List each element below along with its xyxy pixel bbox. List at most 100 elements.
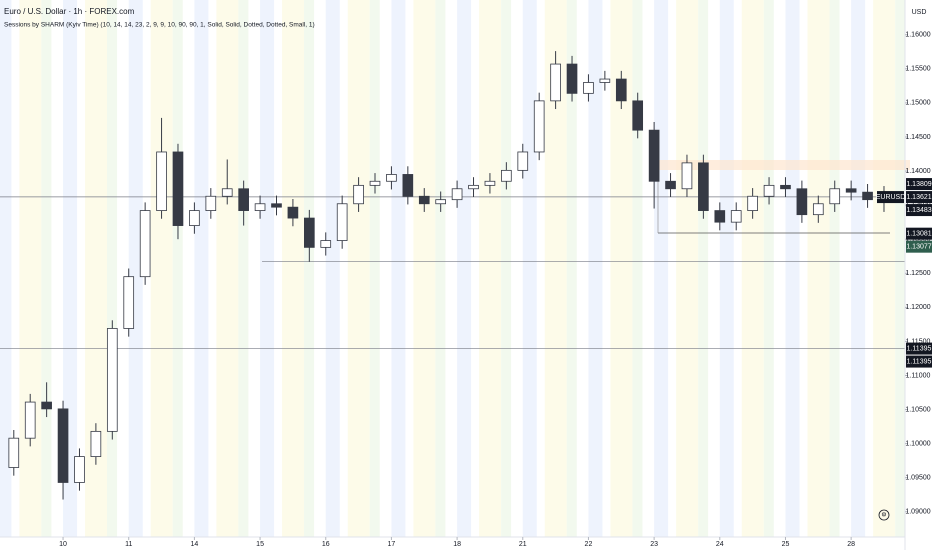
price-label-box	[906, 355, 932, 368]
session-band	[741, 0, 764, 537]
session-band	[238, 0, 249, 537]
candle-body	[681, 162, 693, 190]
session-band	[194, 0, 209, 537]
session-band	[391, 0, 406, 537]
session-band	[895, 0, 905, 537]
settings-icon[interactable]	[878, 509, 890, 521]
session-band	[522, 0, 537, 537]
candle-body	[221, 188, 233, 197]
y-tick-label: 1.15500	[905, 66, 930, 73]
candle-body	[238, 188, 249, 211]
session-band	[785, 0, 800, 537]
candle-body	[287, 206, 299, 219]
y-tick-label: 1.10000	[905, 440, 930, 447]
session-band	[282, 0, 305, 537]
candle-body	[862, 191, 873, 201]
y-tick-label: 1.14500	[905, 134, 930, 141]
candle-body	[402, 174, 414, 197]
candle-body	[418, 195, 430, 205]
candle-body	[501, 169, 512, 182]
candle-body	[435, 199, 447, 205]
settings-icon-glyph[interactable]: ⚙	[881, 512, 886, 519]
candle-body	[550, 63, 561, 102]
price-label-box	[906, 227, 932, 240]
x-tick-label: 21	[519, 541, 527, 548]
y-tick-label: 1.12000	[905, 304, 930, 311]
session-band	[654, 0, 669, 537]
price-label: 1.13077	[906, 244, 931, 251]
price-label: 1.13621	[906, 194, 931, 201]
x-tick-label: 14	[190, 541, 198, 548]
price-label-box	[906, 240, 932, 253]
symbol-tag	[877, 191, 904, 204]
price-label: 1.13483	[906, 207, 931, 214]
candle-body	[796, 188, 808, 216]
candle-body	[599, 78, 611, 83]
price-label-box	[906, 204, 932, 217]
candle-body	[714, 210, 726, 223]
candle-body	[353, 184, 364, 205]
candle-body	[812, 203, 824, 216]
session-band	[128, 0, 143, 537]
candle-body	[583, 82, 594, 94]
session-band	[413, 0, 436, 537]
session-band	[807, 0, 830, 537]
x-tick-label: 17	[388, 541, 396, 548]
candle-body	[320, 240, 332, 248]
candle-body	[139, 210, 151, 278]
session-band	[150, 0, 173, 537]
x-tick-label: 10	[59, 541, 67, 548]
candle-body	[57, 408, 69, 483]
candle-body	[304, 217, 315, 248]
session-band	[0, 0, 12, 537]
session-band	[325, 0, 340, 537]
y-tick-label: 1.09000	[905, 509, 930, 516]
candle-body	[8, 437, 20, 468]
candles	[8, 51, 890, 500]
candle-body	[189, 210, 200, 226]
candle-body	[336, 203, 348, 241]
candle-body	[780, 184, 791, 190]
price-label-box	[906, 191, 932, 204]
candle-body	[484, 180, 496, 186]
session-band	[216, 0, 239, 537]
candle-body	[698, 162, 709, 211]
session-band	[304, 0, 315, 537]
currency-label: USD	[912, 9, 927, 16]
candle-body	[468, 184, 479, 190]
price-label: 1.11395	[907, 358, 932, 365]
session-band	[63, 0, 78, 537]
candle-body	[172, 151, 184, 226]
session-band	[851, 0, 866, 537]
axes: 1.09000 1.09500 1.10000 1.10500 1.11000 1.115…	[59, 32, 932, 548]
session-highlight	[658, 160, 910, 170]
session-band	[479, 0, 502, 537]
x-tick-label: 16	[322, 541, 330, 548]
session-band	[457, 0, 472, 537]
candle-body	[763, 184, 775, 197]
session-band	[19, 0, 42, 537]
session-band	[172, 0, 183, 537]
session-band	[676, 0, 699, 537]
candle-body	[845, 188, 857, 193]
price-label-box	[906, 342, 932, 355]
session-band	[260, 0, 275, 537]
session-band	[610, 0, 633, 537]
price-label: 1.13081	[906, 231, 931, 238]
y-tick-label: 1.14000	[905, 168, 930, 175]
y-tick-label: 1.11500	[906, 338, 931, 345]
session-band	[588, 0, 603, 537]
session-band	[369, 0, 380, 537]
candle-body	[648, 129, 660, 182]
session-band	[719, 0, 734, 537]
session-band	[544, 0, 567, 537]
x-tick-label: 22	[585, 541, 593, 548]
candle-body	[517, 151, 529, 171]
candle-body	[156, 151, 167, 211]
session-band	[698, 0, 709, 537]
session-band	[85, 0, 108, 537]
candle-body	[41, 401, 52, 410]
y-tick-label: 1.10500	[905, 406, 930, 413]
session-band	[107, 0, 118, 537]
